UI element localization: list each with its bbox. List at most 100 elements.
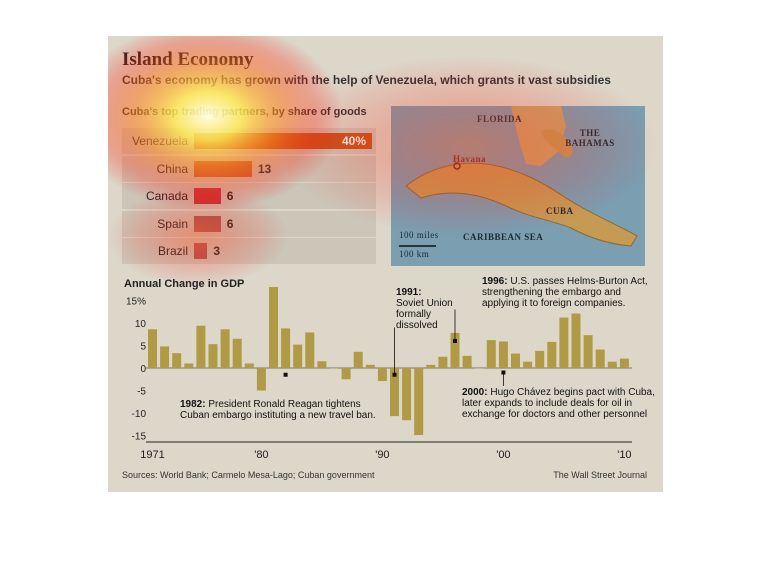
gdp-bar bbox=[305, 332, 315, 368]
trade-row: Spain 6 bbox=[122, 210, 376, 237]
trade-category-label: China bbox=[156, 161, 188, 176]
annotation-1996-year: 1996: bbox=[482, 276, 508, 287]
annotation-marker bbox=[453, 339, 457, 343]
y-tick-label: 5 bbox=[140, 342, 146, 353]
annotation-1996-text3: applying it to foreign companies. bbox=[482, 298, 626, 309]
annotation-2000-year: 2000: bbox=[462, 387, 488, 398]
gdp-bar-chart: 15% 10 5 0 -5 -10 -15 1971 '80 '90 '00 '10 bbox=[126, 287, 632, 461]
annotation-1996-text: U.S. passes Helms-Burton Act, bbox=[510, 276, 648, 287]
annotation-marker bbox=[283, 372, 288, 377]
gdp-bar bbox=[390, 368, 399, 417]
annotation-1991-text: Soviet Union bbox=[396, 298, 453, 309]
trade-bar bbox=[194, 188, 221, 204]
annotation-2000-text3: exchange for doctors and other personnel bbox=[462, 409, 648, 420]
trade-bar bbox=[194, 160, 252, 177]
chart-subtitle: Cuba's economy has grown with the help o… bbox=[122, 73, 611, 87]
gdp-bar bbox=[498, 341, 508, 368]
cuba-map: FLORIDA THE BAHAMAS Havana CUBA CARIBBEA… bbox=[391, 106, 645, 266]
y-tick-label: 15% bbox=[126, 297, 146, 308]
gdp-bar bbox=[244, 363, 254, 368]
gdp-bar bbox=[317, 361, 327, 368]
gdp-bar bbox=[511, 353, 520, 368]
map-label-caribbean-sea: CARIBBEAN SEA bbox=[463, 232, 544, 242]
gdp-bar bbox=[523, 361, 533, 368]
annotation-marker bbox=[501, 370, 506, 375]
y-tick-label: 10 bbox=[135, 319, 147, 330]
gdp-bar bbox=[293, 344, 303, 368]
x-tick-label: '90 bbox=[375, 449, 389, 461]
gdp-bar bbox=[208, 344, 218, 368]
gdp-bar bbox=[607, 361, 617, 368]
gdp-bar bbox=[220, 329, 230, 368]
y-tick-label: -10 bbox=[132, 409, 147, 420]
map-scale-miles: 100 miles bbox=[399, 230, 439, 240]
annotation-1991-text3: dissolved bbox=[396, 320, 438, 331]
gdp-bar bbox=[365, 364, 375, 368]
trade-category-label: Brazil bbox=[157, 244, 188, 258]
map-scale-km: 100 km bbox=[399, 249, 430, 259]
trade-category-label: Canada bbox=[145, 189, 188, 203]
trade-chart-title: Cuba's top trading partners, by share of… bbox=[122, 106, 367, 118]
publisher-credit: The Wall Street Journal bbox=[553, 470, 647, 480]
trade-value-label: 6 bbox=[226, 216, 234, 231]
gdp-bar bbox=[160, 346, 170, 368]
gdp-bar bbox=[438, 356, 448, 368]
annotation-1991: 1991: Soviet Union formally dissolved bbox=[396, 287, 453, 331]
gdp-bar bbox=[377, 368, 387, 382]
y-tick-label: -5 bbox=[137, 387, 146, 398]
gdp-bar bbox=[595, 349, 605, 368]
gdp-bar bbox=[583, 335, 593, 368]
trade-value-label: 40% bbox=[342, 134, 367, 148]
gdp-bar bbox=[619, 358, 629, 368]
map-label-florida: FLORIDA bbox=[477, 114, 523, 124]
y-tick-label: 0 bbox=[140, 364, 146, 375]
annotation-1982-text: President Ronald Reagan tightens bbox=[208, 399, 361, 410]
annotation-1996-text2: strengthening the embargo and bbox=[482, 287, 621, 298]
trade-row: China 13 bbox=[122, 155, 376, 182]
sources-note: Sources: World Bank; Carmelo Mesa-Lago; … bbox=[122, 470, 375, 480]
gdp-bar bbox=[196, 325, 206, 368]
gdp-bar bbox=[281, 328, 291, 368]
gdp-bar bbox=[256, 368, 266, 391]
annotation-1991-year: 1991: bbox=[396, 287, 422, 298]
gdp-bar bbox=[172, 353, 182, 368]
gdp-bar bbox=[341, 368, 351, 380]
gdp-bar bbox=[329, 368, 339, 369]
x-tick-label: '80 bbox=[254, 449, 268, 461]
x-tick-label: 1971 bbox=[140, 449, 164, 461]
gdp-bar bbox=[474, 368, 484, 369]
gdp-bar bbox=[462, 355, 472, 368]
gdp-bar bbox=[450, 332, 460, 368]
gdp-bar bbox=[232, 338, 242, 368]
map-label-havana: Havana bbox=[453, 154, 487, 164]
annotation-1982-text2: Cuban embargo instituting a new travel b… bbox=[180, 410, 376, 421]
annotation-2000-text: Hugo Chávez begins pact with Cuba, bbox=[490, 387, 655, 398]
gdp-bar bbox=[402, 368, 412, 421]
gdp-bar bbox=[269, 287, 278, 368]
chart-title: Island Economy bbox=[122, 49, 254, 70]
annotation-2000-text2: later expands to include deals for oil i… bbox=[462, 398, 633, 409]
trade-bar bbox=[194, 215, 221, 232]
trade-category-label: Spain bbox=[157, 216, 188, 231]
gdp-bar bbox=[486, 340, 496, 368]
annotation-marker bbox=[392, 372, 397, 377]
gdp-bar bbox=[184, 363, 194, 368]
trade-category-label: Venezuela bbox=[131, 134, 188, 148]
chart-panel: Island Economy Cuba's economy has grown … bbox=[108, 36, 663, 492]
gdp-bar bbox=[426, 364, 436, 368]
annotation-1996: 1996: U.S. passes Helms-Burton Act, stre… bbox=[482, 276, 648, 309]
trade-bar bbox=[194, 243, 208, 259]
trade-value-label: 6 bbox=[226, 189, 234, 203]
gdp-bar bbox=[148, 329, 157, 368]
annotation-1982-year: 1982: bbox=[180, 399, 206, 410]
annotation-1991-text2: formally bbox=[396, 309, 432, 320]
trade-value-label: 13 bbox=[257, 161, 272, 176]
trade-row: Canada 6 bbox=[122, 183, 376, 209]
gdp-bar bbox=[559, 317, 569, 368]
gdp-bar bbox=[547, 341, 557, 368]
y-tick-label: -15 bbox=[132, 432, 147, 443]
trade-value-label: 3 bbox=[213, 244, 221, 258]
x-tick-label: '10 bbox=[617, 449, 631, 461]
trade-row: Venezuela 40% bbox=[122, 128, 376, 154]
annotation-2000: 2000: Hugo Chávez begins pact with Cuba,… bbox=[462, 387, 655, 420]
